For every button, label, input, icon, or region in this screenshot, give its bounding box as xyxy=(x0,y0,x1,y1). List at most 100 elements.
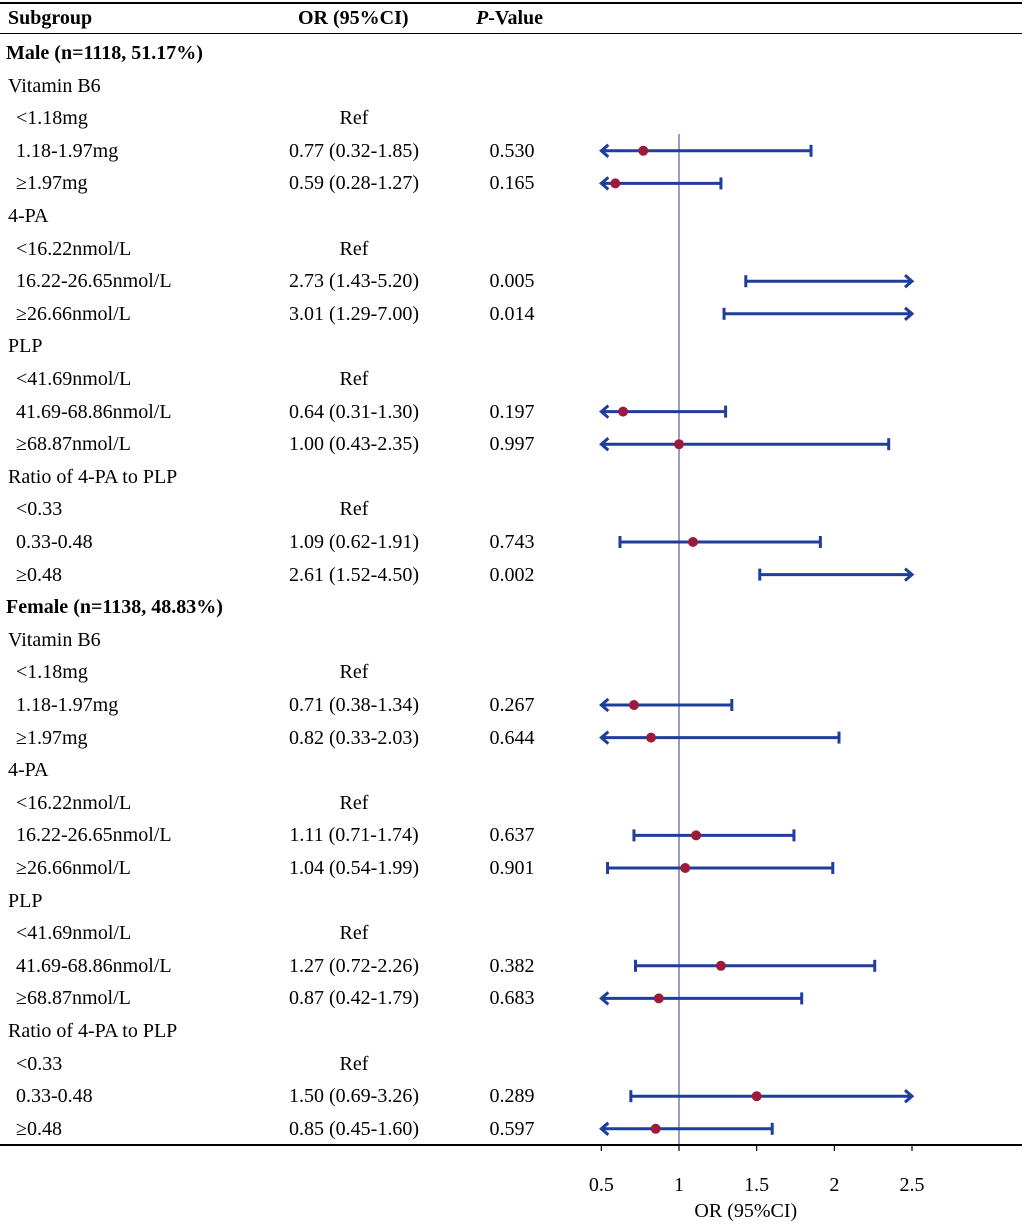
row-p-value: 0.683 xyxy=(489,987,535,1010)
row-label: <16.22nmol/L xyxy=(16,237,132,260)
row-or-value: 0.77 (0.32-1.85) xyxy=(289,139,419,162)
ci-arrow-right xyxy=(904,274,915,289)
ci-arrow-left xyxy=(599,730,610,745)
row-label: 16.22-26.65nmol/L xyxy=(16,824,172,847)
header-p-value: P-Value xyxy=(476,6,543,30)
row-or-value: 1.09 (0.62-1.91) xyxy=(289,531,419,553)
row-or-value: 2.61 (1.52-4.50) xyxy=(289,563,419,586)
or-point xyxy=(653,993,664,1004)
row-label: ≥0.48 xyxy=(16,1117,62,1140)
ci-arrow-left xyxy=(599,437,610,452)
or-point xyxy=(618,406,629,417)
row-label: Ratio of 4-PA to PLP xyxy=(8,465,178,488)
row-or-value: Ref xyxy=(339,107,369,130)
row-or-value: 1.00 (0.43-2.35) xyxy=(289,433,419,456)
row-or-value: 0.85 (0.45-1.60) xyxy=(289,1117,419,1140)
row-or-value: 1.50 (0.69-3.26) xyxy=(289,1085,419,1108)
row-label: 0.33-0.48 xyxy=(16,1085,93,1108)
row-label: ≥26.66nmol/L xyxy=(16,302,131,325)
row-p-value: 0.637 xyxy=(489,824,535,847)
or-point xyxy=(751,1091,762,1102)
x-tick-label: 2 xyxy=(829,1174,839,1196)
ci-arrow-right xyxy=(904,306,915,321)
row-label: <41.69nmol/L xyxy=(16,368,132,390)
row-p-value: 0.002 xyxy=(489,563,535,586)
x-tick-label: 1.5 xyxy=(744,1174,769,1196)
row-label: 1.18-1.97mg xyxy=(16,694,119,716)
ci-arrow-right xyxy=(904,567,915,582)
row-or-value: 1.11 (0.71-1.74) xyxy=(289,824,419,847)
row-label: ≥0.48 xyxy=(16,563,62,586)
row-label: <16.22nmol/L xyxy=(16,791,132,814)
row-p-value: 0.644 xyxy=(489,726,535,749)
row-p-value: 0.382 xyxy=(489,954,535,977)
row-or-value: 0.71 (0.38-1.34) xyxy=(289,694,419,716)
row-label: <41.69nmol/L xyxy=(16,922,132,945)
row-p-value: 0.597 xyxy=(489,1117,535,1140)
row-or-value: Ref xyxy=(339,1052,369,1075)
row-label: Ratio of 4-PA to PLP xyxy=(8,1020,178,1042)
or-point xyxy=(687,537,698,547)
row-or-value: 3.01 (1.29-7.00) xyxy=(289,302,419,325)
row-label: <0.33 xyxy=(16,498,63,521)
row-or-value: 0.82 (0.33-2.03) xyxy=(289,726,419,749)
row-p-value: 0.743 xyxy=(489,531,535,553)
row-label: <0.33 xyxy=(16,1052,63,1075)
row-label: <1.18mg xyxy=(16,661,88,684)
row-label: 41.69-68.86nmol/L xyxy=(16,400,172,423)
header-or: OR (95%CI) xyxy=(298,7,409,29)
row-label: 4-PA xyxy=(8,759,49,782)
row-p-value: 0.005 xyxy=(489,270,535,293)
row-label: ≥1.97mg xyxy=(16,726,88,749)
row-label: 41.69-68.86nmol/L xyxy=(16,954,172,977)
row-or-value: Ref xyxy=(339,498,369,521)
row-p-value: 0.901 xyxy=(489,857,535,879)
or-point xyxy=(674,439,684,450)
or-point xyxy=(638,145,649,156)
row-or-value: 0.64 (0.31-1.30) xyxy=(289,400,419,423)
x-axis-label: OR (95%CI) xyxy=(694,1200,797,1222)
header-rule xyxy=(0,33,1022,34)
row-label: ≥68.87nmol/L xyxy=(16,987,131,1010)
row-p-value: 0.165 xyxy=(489,172,535,195)
or-point xyxy=(691,830,702,841)
row-label: <1.18mg xyxy=(16,107,88,130)
top-rule xyxy=(0,2,1022,4)
or-point xyxy=(610,178,621,189)
row-or-value: 0.87 (0.42-1.79) xyxy=(289,987,419,1010)
row-label: ≥26.66nmol/L xyxy=(16,857,131,879)
ci-arrow-left xyxy=(599,991,610,1006)
row-label: ≥1.97mg xyxy=(16,172,88,195)
row-or-value: Ref xyxy=(339,661,369,684)
or-point xyxy=(650,1123,661,1134)
row-label: Female (n=1138, 48.83%) xyxy=(6,596,223,619)
row-label: ≥68.87nmol/L xyxy=(16,433,131,456)
or-point xyxy=(715,960,726,971)
row-or-value: 2.73 (1.43-5.20) xyxy=(289,270,419,293)
row-p-value: 0.267 xyxy=(489,694,535,716)
row-or-value: 1.27 (0.72-2.26) xyxy=(289,954,419,977)
x-tick-label: 0.5 xyxy=(589,1174,614,1196)
row-or-value: Ref xyxy=(339,237,369,260)
row-p-value: 0.014 xyxy=(489,302,535,325)
row-label: 4-PA xyxy=(8,205,49,227)
row-label: 0.33-0.48 xyxy=(16,531,93,553)
row-label: 16.22-26.65nmol/L xyxy=(16,270,172,293)
header-p-italic: P xyxy=(476,7,489,29)
x-tick-label: 1 xyxy=(674,1174,684,1196)
row-label: PLP xyxy=(8,889,43,912)
row-or-value: Ref xyxy=(339,791,369,814)
row-or-value: Ref xyxy=(339,922,369,945)
x-tick-label: 2.5 xyxy=(900,1174,925,1196)
row-or-value: 1.04 (0.54-1.99) xyxy=(289,857,419,879)
ci-arrow-left xyxy=(599,176,610,191)
header-subgroup: Subgroup xyxy=(8,7,93,29)
row-p-value: 0.530 xyxy=(489,139,535,162)
ci-arrow-left xyxy=(599,1121,610,1136)
or-point xyxy=(680,863,691,873)
row-p-value: 0.197 xyxy=(489,400,535,423)
row-or-value: Ref xyxy=(339,368,369,390)
row-label: Vitamin B6 xyxy=(8,628,101,651)
row-label: Vitamin B6 xyxy=(8,74,101,97)
